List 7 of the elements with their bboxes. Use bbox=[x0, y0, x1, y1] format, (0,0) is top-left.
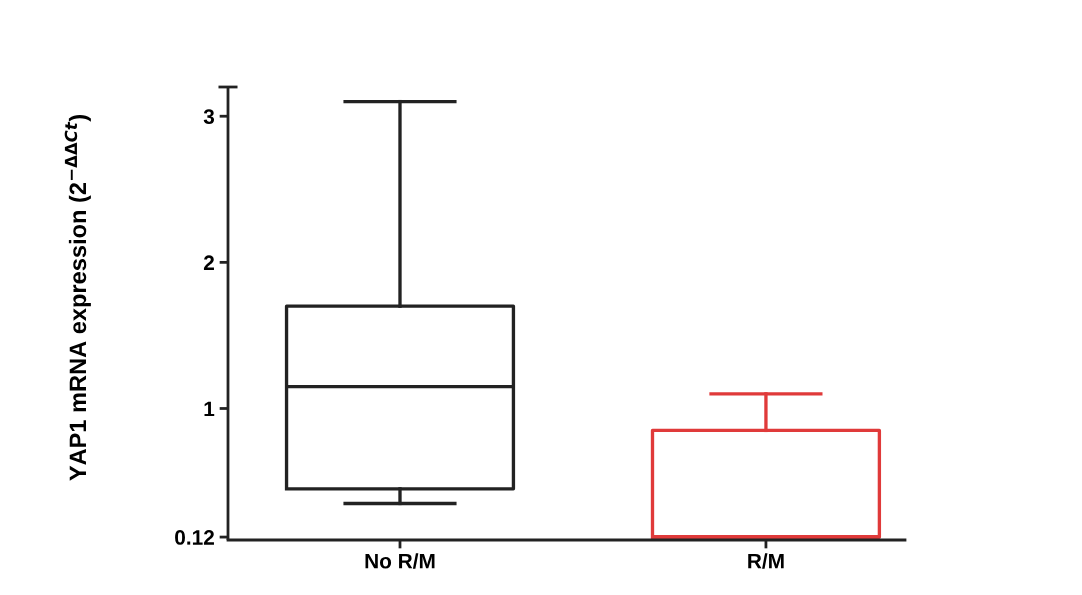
x-tick-label: R/M bbox=[748, 553, 784, 569]
y-tick-label: 1 bbox=[204, 401, 215, 417]
y-tick-label: 0.12 bbox=[175, 530, 214, 545]
x-tick-label: No R/M bbox=[365, 553, 435, 569]
y-tick-label: 2 bbox=[203, 255, 214, 270]
y-tick-label: 3 bbox=[203, 109, 215, 125]
y-axis-title: YAP1 mRNA expression (2$^{−ΔΔCt}$) bbox=[64, 115, 91, 481]
